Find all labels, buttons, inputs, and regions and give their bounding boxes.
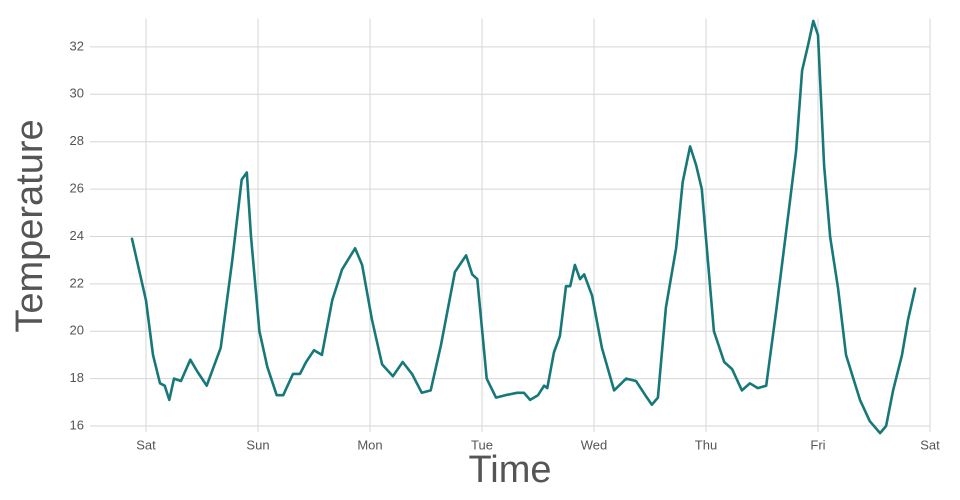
y-tick-label: 26 <box>70 181 84 196</box>
y-tick-label: 22 <box>70 275 84 290</box>
x-tick-label: Sat <box>920 437 940 452</box>
y-tick-label: 30 <box>70 86 84 101</box>
line <box>130 19 917 435</box>
y-tick-label: 24 <box>70 228 84 243</box>
x-tick-label: Thu <box>695 437 717 452</box>
y-tick-label: 18 <box>70 370 84 385</box>
y-tick-label: 20 <box>70 323 84 338</box>
x-tick-label: Tue <box>471 437 493 452</box>
x-axis-title: Time <box>468 449 551 491</box>
y-tick-label: 32 <box>70 38 84 53</box>
x-tick-label: Mon <box>357 437 382 452</box>
x-tick-label: Fri <box>810 437 825 452</box>
x-tick-label: Sun <box>246 437 269 452</box>
y-axis-title: Temperature <box>9 119 51 332</box>
x-tick-label: Wed <box>581 437 608 452</box>
x-tick-label: Sat <box>136 437 156 452</box>
y-tick-label: 16 <box>70 417 84 432</box>
plot <box>130 19 917 435</box>
y-tick-label: 28 <box>70 133 84 148</box>
grid <box>90 18 931 433</box>
